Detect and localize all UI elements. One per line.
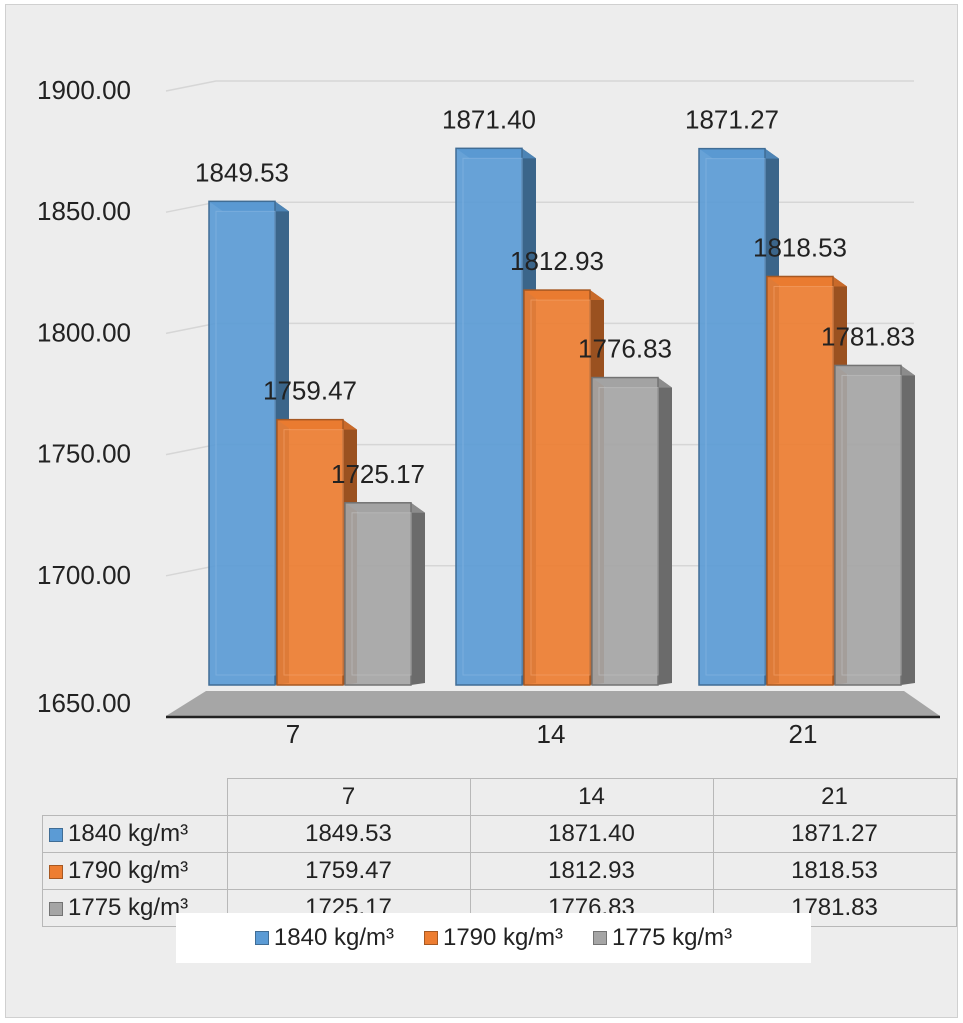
bar <box>591 376 659 686</box>
legend-label: 1775 kg/m³ <box>612 924 733 951</box>
table-header-row: 7 14 21 <box>42 778 957 816</box>
table-header-cell: 21 <box>712 778 957 816</box>
table-series-label: 1775 kg/m³ <box>68 894 189 921</box>
x-tick-label: 7 <box>286 719 300 749</box>
table-series-label: 1790 kg/m³ <box>68 857 189 884</box>
bar-bevel <box>705 158 766 676</box>
legend-swatch <box>49 828 63 842</box>
table-cell: 1849.53 <box>226 815 471 853</box>
legend-item: 1775 kg/m³ <box>593 924 732 952</box>
bar <box>276 418 344 686</box>
bar-bevel <box>773 285 834 676</box>
legend: 1840 kg/m³ 1790 kg/m³ 1775 kg/m³ <box>176 913 811 963</box>
data-label: 1812.93 <box>510 246 604 276</box>
table-series-cell: 1840 kg/m³ <box>42 815 228 853</box>
y-tick-label: 1750.00 <box>37 439 131 469</box>
gridline <box>165 80 914 92</box>
bar <box>523 289 591 686</box>
table-cell: 1818.53 <box>712 852 957 890</box>
bar-side <box>411 502 425 685</box>
data-label: 1871.40 <box>442 104 536 134</box>
legend-item: 1840 kg/m³ <box>254 924 394 952</box>
data-label: 1776.83 <box>578 334 672 364</box>
bar <box>698 147 766 686</box>
bar-side <box>658 377 672 685</box>
table-corner <box>42 778 228 816</box>
bar-bevel <box>841 374 902 676</box>
table-cell: 1871.40 <box>469 815 714 853</box>
chart-area: 1650.00 1700.00 1750.00 1800.00 1850.00 1900.… <box>5 4 958 1018</box>
bar <box>455 147 523 686</box>
table-header-cell: 7 <box>226 778 471 816</box>
table-series-label: 1840 kg/m³ <box>68 820 189 847</box>
bar <box>766 275 834 686</box>
legend-label: 1840 kg/m³ <box>273 924 394 951</box>
y-tick-label: 1650.00 <box>37 688 131 718</box>
data-label: 1818.53 <box>753 232 847 262</box>
table-header-cell: 14 <box>469 778 714 816</box>
y-tick-label: 1700.00 <box>37 560 131 590</box>
bar-bevel <box>215 210 276 676</box>
data-label: 1849.53 <box>195 157 289 187</box>
table-row: 1840 kg/m³ 1849.53 1871.40 1871.27 <box>42 815 957 853</box>
table-series-cell: 1790 kg/m³ <box>42 852 228 890</box>
data-label: 1759.47 <box>263 376 357 406</box>
x-tick-label: 21 <box>789 719 818 749</box>
floor <box>166 691 940 716</box>
legend-item: 1790 kg/m³ <box>423 924 564 952</box>
bar-bevel <box>598 387 659 676</box>
data-label: 1781.83 <box>821 321 915 351</box>
table-cell: 1759.47 <box>226 852 471 890</box>
bar-bevel <box>462 157 523 676</box>
table-cell: 1812.93 <box>469 852 714 890</box>
y-tick-label: 1900.00 <box>37 75 131 105</box>
y-tick-label: 1850.00 <box>37 196 131 226</box>
legend-swatch <box>254 931 269 945</box>
data-label: 1871.27 <box>685 105 779 135</box>
bar <box>208 200 276 686</box>
table-row: 1790 kg/m³ 1759.47 1812.93 1818.53 <box>42 852 957 890</box>
bar-bevel <box>283 429 344 676</box>
legend-label: 1790 kg/m³ <box>442 924 564 951</box>
y-tick-label: 1800.00 <box>37 317 131 347</box>
legend-swatch <box>593 931 608 945</box>
legend-swatch <box>49 902 63 916</box>
table-cell: 1871.27 <box>712 815 957 853</box>
bar-side <box>901 365 915 685</box>
data-label: 1725.17 <box>331 459 425 489</box>
bar-bevel <box>530 299 591 676</box>
bar <box>344 502 412 686</box>
x-tick-label: 14 <box>537 719 566 749</box>
legend-swatch <box>49 865 63 879</box>
data-table: 7 14 21 1840 kg/m³ 1849.53 1871.40 1871.27 1790… <box>42 778 957 927</box>
bar-bevel <box>351 512 412 676</box>
legend-swatch <box>423 931 438 945</box>
bar <box>834 364 902 686</box>
bar-chart: 1650.00 1700.00 1750.00 1800.00 1850.00 1900.… <box>37 75 940 749</box>
